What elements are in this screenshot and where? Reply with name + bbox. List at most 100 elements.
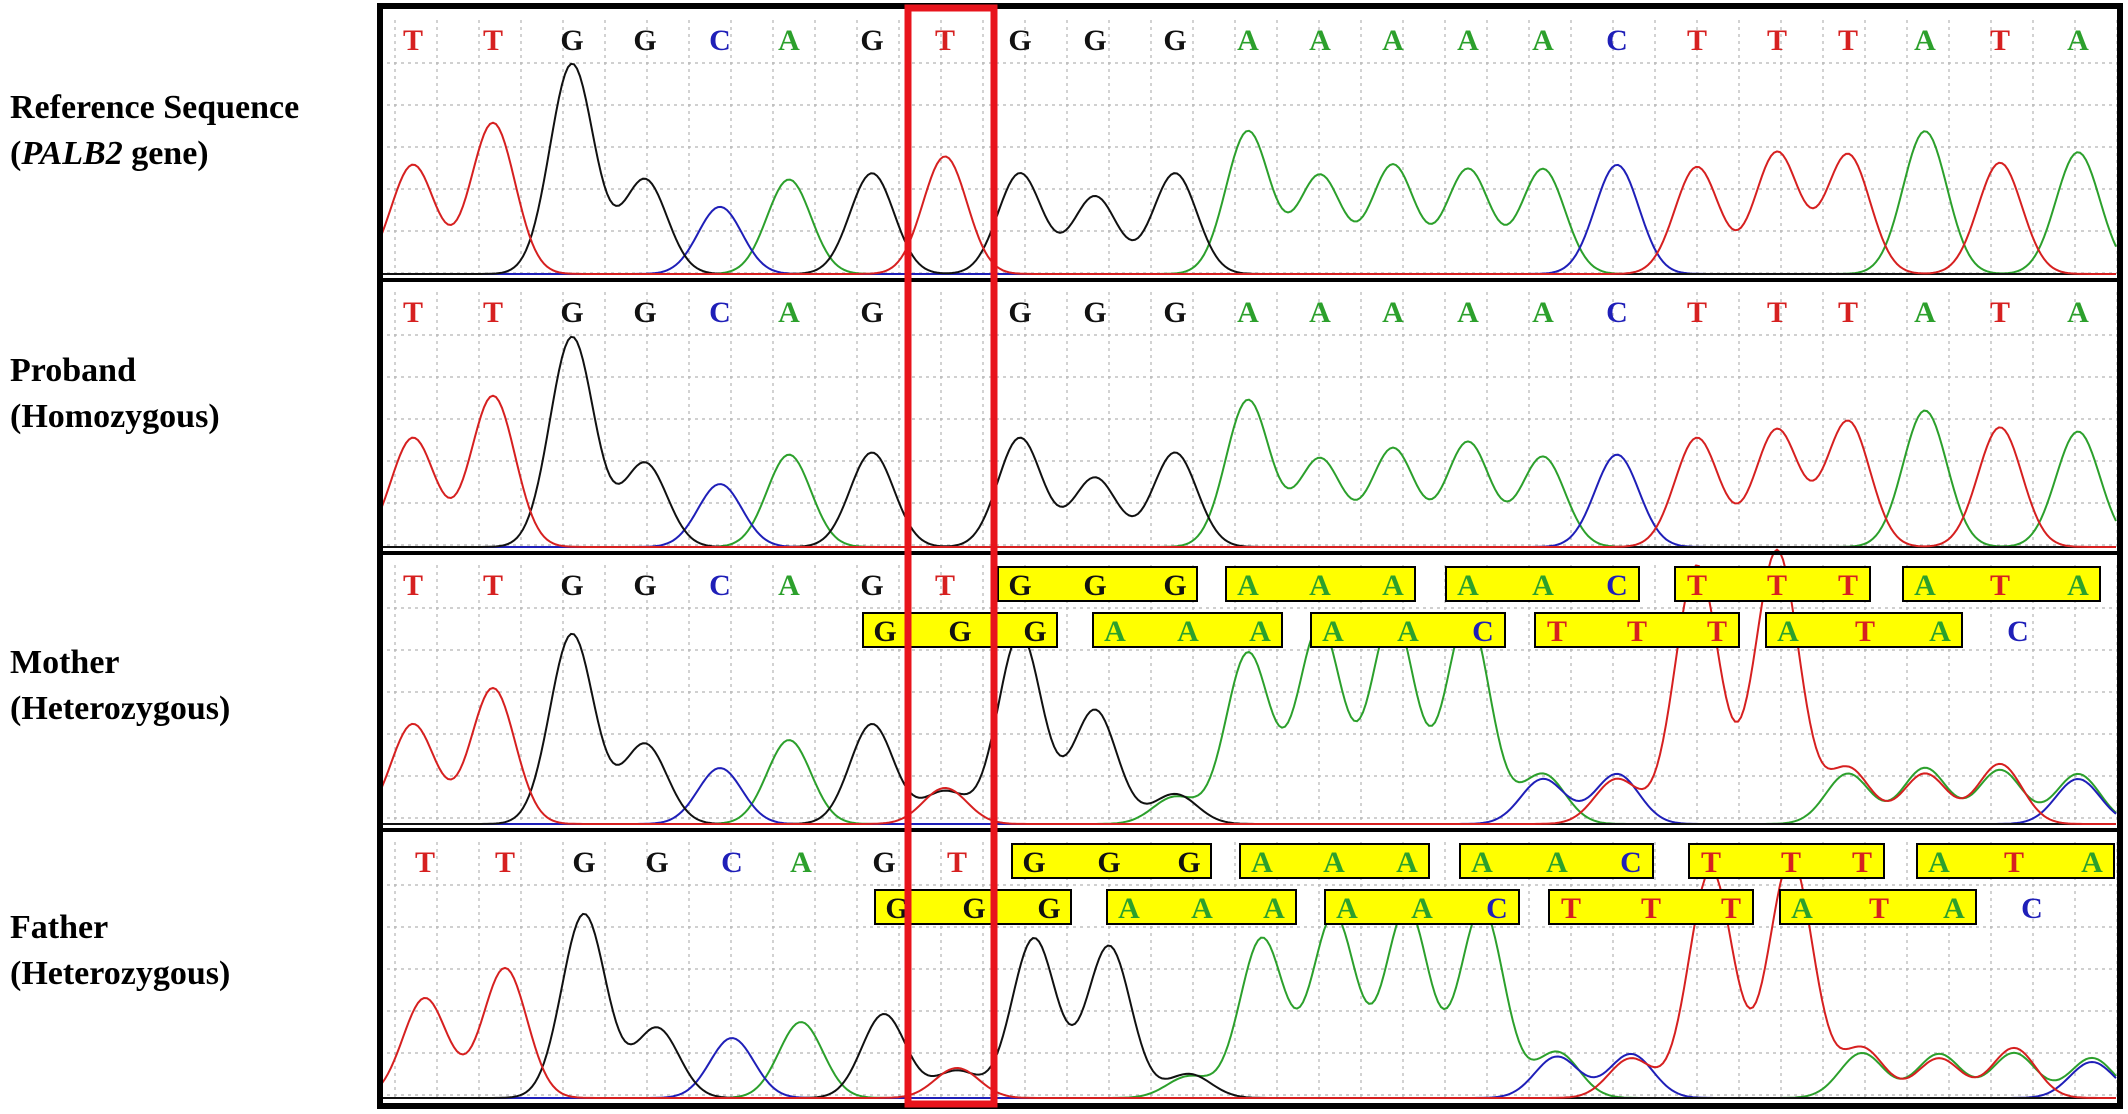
secondary-base-call: A bbox=[1177, 615, 1199, 648]
base-call: C bbox=[1620, 846, 1642, 879]
secondary-base-call: T bbox=[1561, 892, 1581, 925]
base-call: T bbox=[1687, 296, 1707, 329]
base-call: C bbox=[721, 846, 743, 879]
secondary-base-call: G bbox=[962, 892, 985, 925]
label-reference-line1: Reference Sequence bbox=[10, 89, 300, 126]
base-call: T bbox=[1687, 24, 1707, 57]
secondary-base-call: G bbox=[1037, 892, 1060, 925]
secondary-group-box bbox=[1779, 889, 1977, 925]
base-call: C bbox=[1606, 24, 1628, 57]
base-call: T bbox=[1781, 846, 1801, 879]
base-call: A bbox=[1546, 846, 1568, 879]
base-call: A bbox=[1471, 846, 1493, 879]
label-reference-line2: (PALB2 gene) bbox=[10, 135, 209, 172]
secondary-base-call: C bbox=[2021, 892, 2043, 925]
base-call: G bbox=[633, 296, 656, 329]
trace-C bbox=[382, 453, 2116, 548]
trace-A bbox=[382, 905, 2117, 1099]
base-call: A bbox=[1914, 24, 1936, 57]
secondary-base-call: A bbox=[1104, 615, 1126, 648]
base-group-box bbox=[1688, 843, 1885, 879]
secondary-base-call: A bbox=[1777, 615, 1799, 648]
base-call: A bbox=[1457, 24, 1479, 57]
base-call: G bbox=[633, 569, 656, 602]
secondary-base-call: A bbox=[1397, 615, 1419, 648]
base-call: A bbox=[1914, 569, 1936, 602]
secondary-base-call: G bbox=[873, 615, 896, 648]
secondary-base-call: C bbox=[1486, 892, 1508, 925]
base-group-box bbox=[1445, 566, 1640, 602]
base-call: G bbox=[1097, 846, 1120, 879]
base-call: A bbox=[2081, 846, 2103, 879]
secondary-base-call: A bbox=[1943, 892, 1965, 925]
label-proband-line1: Proband bbox=[10, 352, 136, 389]
label-reference: Reference Sequence (PALB2 gene) bbox=[10, 85, 299, 177]
secondary-group-box bbox=[1548, 889, 1754, 925]
label-mother: Mother (Heterozygous) bbox=[10, 640, 230, 732]
base-call: C bbox=[709, 296, 731, 329]
base-call: A bbox=[1309, 569, 1331, 602]
base-call: T bbox=[1852, 846, 1872, 879]
base-call: A bbox=[2067, 296, 2089, 329]
base-call: A bbox=[1532, 24, 1554, 57]
base-call: T bbox=[1990, 24, 2010, 57]
trace-G bbox=[382, 335, 2116, 548]
base-call: G bbox=[1083, 296, 1106, 329]
base-call: G bbox=[1022, 846, 1045, 879]
base-call: G bbox=[872, 846, 895, 879]
secondary-group-box bbox=[1092, 612, 1283, 648]
secondary-base-call: T bbox=[1627, 615, 1647, 648]
base-call: T bbox=[415, 846, 435, 879]
base-call: A bbox=[778, 296, 800, 329]
secondary-base-call: G bbox=[948, 615, 971, 648]
gene-name: PALB2 bbox=[21, 135, 123, 172]
base-call: A bbox=[1928, 846, 1950, 879]
label-proband-line2: (Homozygous) bbox=[10, 398, 220, 435]
base-call: A bbox=[1532, 296, 1554, 329]
secondary-group-box bbox=[862, 612, 1058, 648]
base-call: A bbox=[1457, 296, 1479, 329]
label-father: Father (Heterozygous) bbox=[10, 905, 230, 997]
base-call: C bbox=[1606, 569, 1628, 602]
trace-G bbox=[382, 912, 2116, 1099]
secondary-group-box bbox=[1106, 889, 1297, 925]
secondary-base-call: T bbox=[1547, 615, 1567, 648]
row-labels: Reference Sequence (PALB2 gene) Proband … bbox=[0, 0, 375, 1114]
base-call: A bbox=[1457, 569, 1479, 602]
base-call: C bbox=[709, 569, 731, 602]
trace-C bbox=[382, 163, 2116, 275]
secondary-base-call: T bbox=[1721, 892, 1741, 925]
base-call: T bbox=[935, 24, 955, 57]
base-call: A bbox=[778, 24, 800, 57]
base-call: A bbox=[1237, 296, 1259, 329]
base-calls: T T G G C A G T G G G A A A A A C T T T A T AT T G G C A G G G G A A A A A C T… bbox=[403, 24, 2115, 925]
base-call: G bbox=[1008, 569, 1031, 602]
base-call: G bbox=[1008, 24, 1031, 57]
base-call: T bbox=[1838, 296, 1858, 329]
trace-A bbox=[382, 129, 2117, 275]
secondary-base-call: A bbox=[1411, 892, 1433, 925]
base-call: G bbox=[860, 24, 883, 57]
secondary-base-call: A bbox=[1929, 615, 1951, 648]
variant-highlight-box bbox=[904, 4, 998, 1108]
secondary-base-call: A bbox=[1336, 892, 1358, 925]
secondary-base-call: C bbox=[1472, 615, 1494, 648]
base-group-box bbox=[997, 566, 1198, 602]
outer-frame bbox=[377, 3, 2123, 1109]
base-call: C bbox=[709, 24, 731, 57]
base-call: A bbox=[2067, 24, 2089, 57]
base-group-box bbox=[1459, 843, 1654, 879]
base-group-box bbox=[1225, 566, 1416, 602]
base-call: A bbox=[1251, 846, 1273, 879]
base-call: T bbox=[2004, 846, 2024, 879]
base-call: T bbox=[483, 296, 503, 329]
base-call: A bbox=[2067, 569, 2089, 602]
base-call: G bbox=[572, 846, 595, 879]
base-call: A bbox=[1309, 24, 1331, 57]
base-call: T bbox=[495, 846, 515, 879]
base-call: G bbox=[560, 296, 583, 329]
base-group-box bbox=[1902, 566, 2101, 602]
secondary-base-call: C bbox=[2007, 615, 2029, 648]
base-call: T bbox=[1990, 296, 2010, 329]
